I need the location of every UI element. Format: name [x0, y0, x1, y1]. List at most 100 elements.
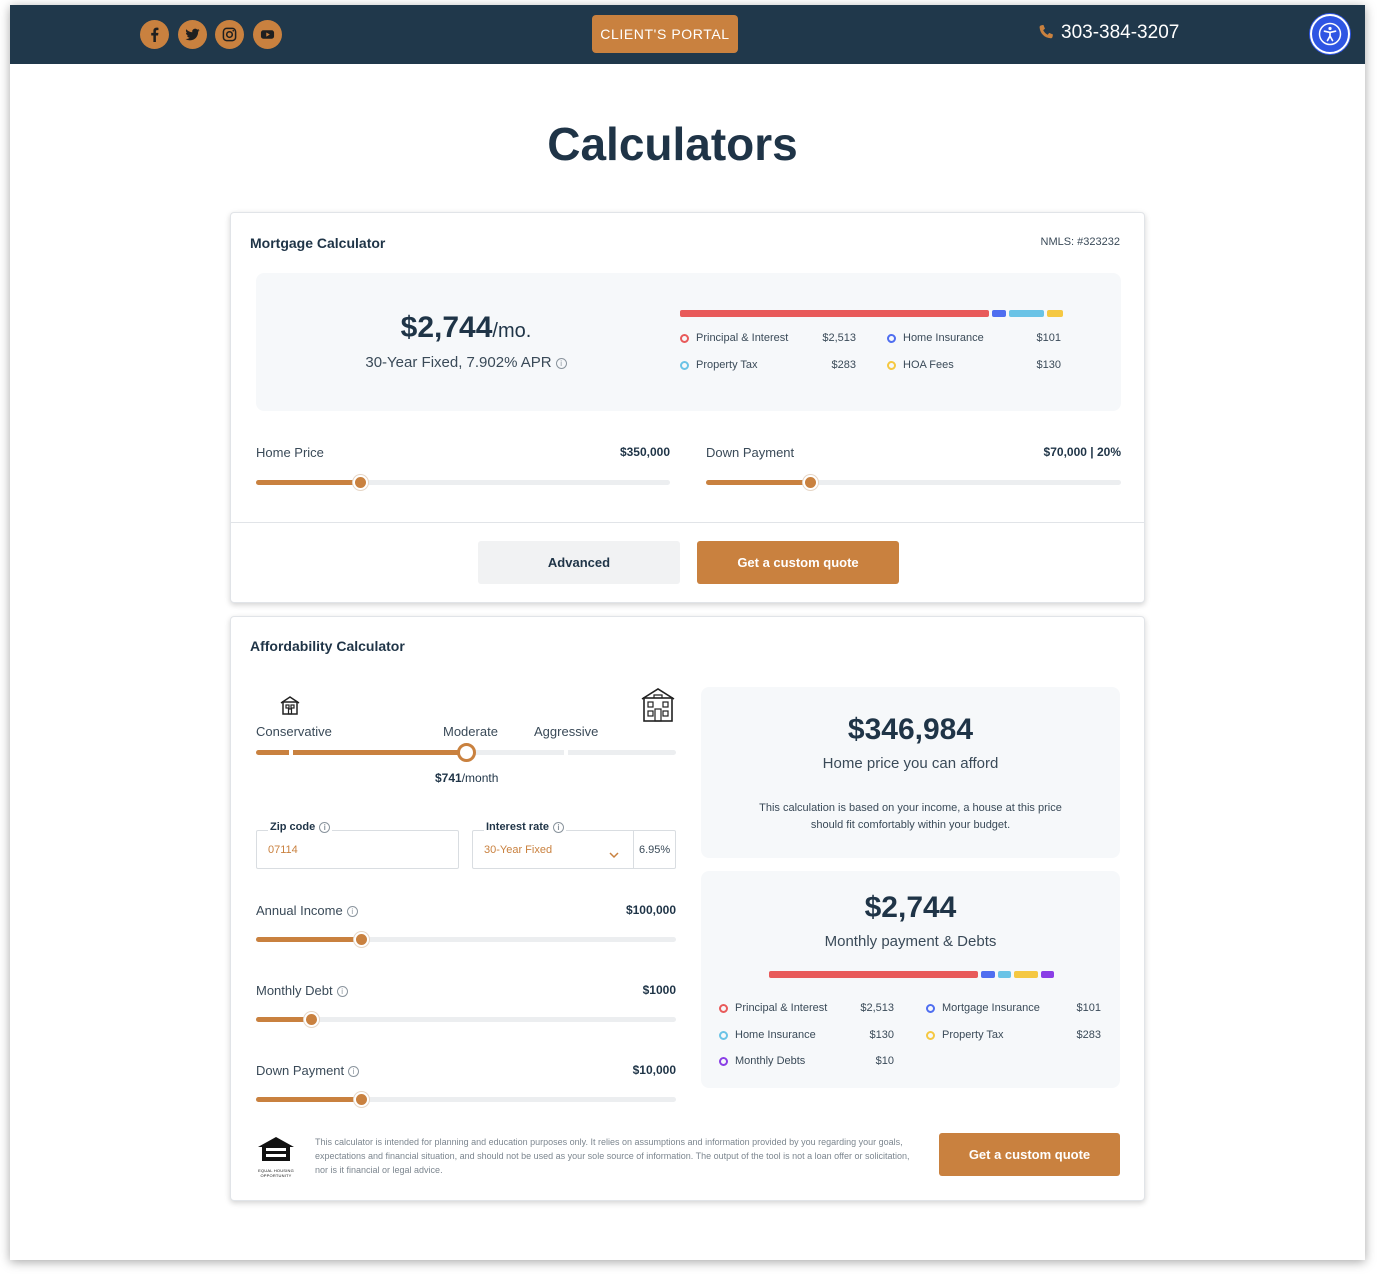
interest-rate-input[interactable]: 6.95%	[639, 844, 671, 856]
mortgage-calculator-card: Mortgage Calculator NMLS: #323232 $2,744…	[230, 212, 1145, 603]
annual-income-text: Annual Income	[256, 903, 343, 918]
segment-conservative	[256, 750, 289, 755]
legend-value: $2,513	[860, 1002, 894, 1014]
home-price-slider[interactable]	[256, 475, 670, 490]
home-price-label: Home Price	[256, 445, 324, 460]
advanced-button[interactable]: Advanced	[478, 541, 680, 584]
legend-label: Mortgage Insurance	[942, 1002, 1040, 1014]
phone-link[interactable]: 303-384-3207	[1037, 22, 1179, 44]
get-custom-quote-button[interactable]: Get a custom quote	[939, 1133, 1120, 1176]
bar-segment-1	[981, 971, 995, 978]
monthly-debt-slider[interactable]	[256, 1012, 676, 1027]
slider-thumb[interactable]	[457, 743, 476, 762]
equal-housing-text: EQUAL HOUSING OPPORTUNITY	[258, 1168, 294, 1178]
slider-thumb[interactable]	[352, 475, 368, 490]
legend-principal: Principal & Interest	[680, 332, 788, 344]
afford-down-payment-slider[interactable]	[256, 1092, 676, 1107]
monthly-debts-dot-icon	[719, 1056, 728, 1066]
interest-label-text: Interest rate	[486, 821, 549, 833]
bar-segment-4	[1040, 971, 1054, 978]
nmls-number: NMLS: #323232	[1040, 236, 1121, 248]
small-house-icon	[279, 694, 301, 721]
legend-label: Home Insurance	[903, 332, 984, 344]
monthly-debt-value: $1000	[642, 983, 676, 997]
segment-moderate	[293, 750, 468, 755]
monthly-payment: $2,744/mo.	[256, 311, 676, 345]
level-conservative[interactable]: Conservative	[256, 724, 332, 739]
zip-code-field[interactable]: 07114	[256, 830, 459, 869]
payment-summary-panel: $2,744/mo. 30-Year Fixed, 7.902% APR i Pr…	[256, 273, 1121, 411]
info-icon[interactable]: i	[348, 1066, 360, 1078]
hoa-dot-icon	[887, 360, 896, 370]
slider-fill	[256, 480, 360, 485]
legend-mortgage-insurance: Mortgage Insurance	[926, 1002, 1040, 1014]
bar-segment-2	[997, 971, 1011, 978]
zip-code-input[interactable]: 07114	[268, 844, 298, 856]
legend-value: $130	[1036, 359, 1061, 371]
get-custom-quote-button[interactable]: Get a custom quote	[697, 541, 899, 584]
legend-value: $130	[869, 1029, 894, 1041]
level-moderate[interactable]: Moderate	[443, 724, 498, 739]
annual-income-slider[interactable]	[256, 932, 676, 947]
monthly-unit: /month	[461, 771, 499, 785]
legend-label: Monthly Debts	[735, 1055, 806, 1067]
info-icon[interactable]: i	[319, 821, 331, 833]
top-bar: CLIENT'S PORTAL 303-384-3207	[10, 5, 1365, 64]
down-payment-value: $70,000 | 20%	[1043, 445, 1121, 459]
legend-label: Principal & Interest	[735, 1002, 828, 1014]
chevron-down-icon[interactable]	[609, 846, 619, 864]
instagram-icon[interactable]	[215, 20, 244, 49]
slider-fill	[256, 937, 361, 942]
affordable-price-caption: Home price you can afford	[822, 755, 999, 772]
bar-segment-0	[769, 971, 979, 978]
legend-value: $283	[1076, 1029, 1101, 1041]
home-insurance-dot-icon	[887, 333, 896, 343]
legend-monthly-debts: Monthly Debts	[719, 1055, 805, 1067]
monthly-payment-caption: Monthly payment & Debts	[824, 933, 997, 950]
legend-label: Property Tax	[696, 359, 758, 371]
info-icon[interactable]: i	[552, 821, 564, 833]
twitter-icon[interactable]	[178, 20, 207, 49]
risk-level-slider[interactable]	[256, 743, 676, 762]
bar-segment-3	[1013, 971, 1038, 978]
segment-aggressive-a	[472, 750, 564, 755]
phone-icon	[1039, 24, 1053, 39]
monthly-debt-label: Monthly Debt i	[256, 983, 348, 998]
property-tax-dot-icon	[680, 360, 689, 370]
accessibility-icon[interactable]	[1310, 14, 1350, 54]
monthly-budget: $741/month	[435, 771, 498, 785]
youtube-icon[interactable]	[253, 20, 282, 49]
info-icon[interactable]: i	[336, 986, 348, 998]
legend-label: Home Insurance	[735, 1029, 816, 1041]
affordability-calculator-card: Affordability Calculator Conservative Mo…	[230, 616, 1145, 1201]
clients-portal-button[interactable]: CLIENT'S PORTAL	[592, 15, 738, 53]
down-payment-text: Down Payment	[256, 1063, 345, 1078]
loan-summary-text: 30-Year Fixed, 7.902% APR	[365, 354, 552, 371]
interest-rate-field[interactable]: 30-Year Fixed 6.95%	[472, 830, 676, 869]
legend-value: $10	[875, 1055, 894, 1067]
legend-value: $101	[1036, 332, 1061, 344]
monthly-payment-panel: $2,744 Monthly payment & Debts Principal…	[701, 871, 1120, 1088]
payment-amount: $2,744	[400, 311, 493, 344]
slider-fill	[706, 480, 810, 485]
down-payment-slider[interactable]	[706, 475, 1121, 490]
affordable-price: $346,984	[847, 713, 974, 746]
info-icon[interactable]: i	[346, 906, 358, 918]
slider-fill	[256, 1017, 311, 1022]
zip-label-text: Zip code	[270, 821, 316, 833]
principal-dot-icon	[719, 1003, 728, 1013]
afford-down-payment-value: $10,000	[632, 1063, 676, 1077]
slider-thumb[interactable]	[354, 1092, 369, 1107]
slider-fill	[256, 1097, 361, 1102]
phone-number: 303-384-3207	[1061, 22, 1180, 43]
slider-thumb[interactable]	[354, 932, 369, 947]
slider-thumb[interactable]	[303, 1012, 319, 1027]
level-aggressive[interactable]: Aggressive	[534, 724, 599, 739]
loan-type-select[interactable]: 30-Year Fixed	[484, 844, 553, 856]
legend-property-tax: Property Tax	[680, 359, 758, 371]
affordability-calculator-title: Affordability Calculator	[250, 638, 405, 654]
facebook-icon[interactable]	[140, 20, 169, 49]
payment-per: /mo.	[492, 320, 532, 342]
slider-thumb[interactable]	[802, 475, 818, 490]
info-icon[interactable]: i	[555, 357, 567, 369]
